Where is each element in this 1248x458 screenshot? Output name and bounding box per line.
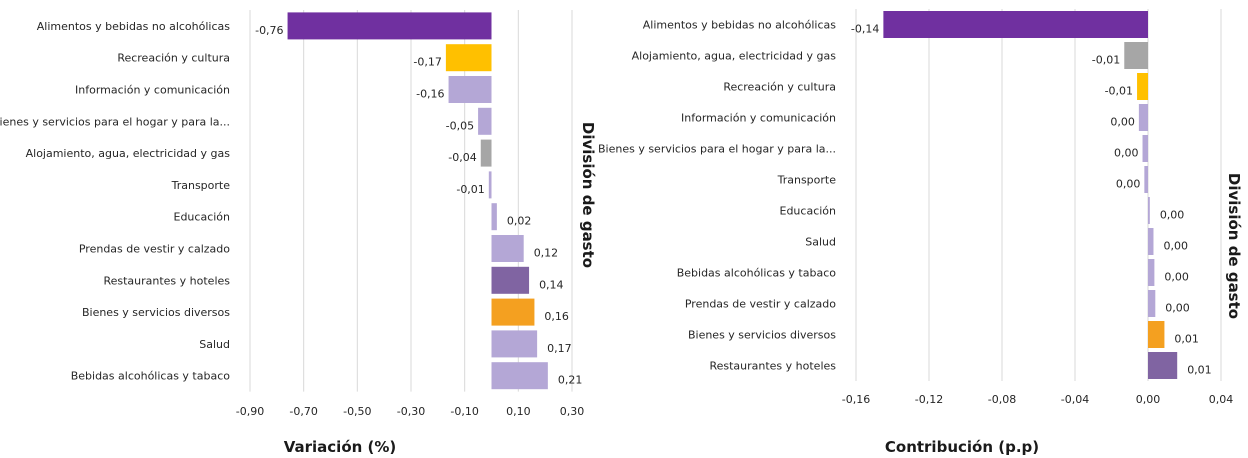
chart1-data-label: 0,16: [544, 310, 569, 323]
chart1-x-tick-label: -0,90: [236, 405, 264, 418]
chart2-data-label: 0,00: [1114, 147, 1139, 160]
chart1-category-label: Alimentos y bebidas no alcohólicas: [37, 20, 230, 33]
chart1-bar: [488, 171, 492, 199]
chart2-data-label: -0,01: [1105, 85, 1133, 98]
chart1-data-label: 0,02: [507, 215, 532, 228]
chart1-category-label: Salud: [199, 338, 230, 351]
chart1-category-label: Información y comunicación: [75, 84, 230, 97]
chart1-data-label: -0,17: [413, 56, 441, 69]
chart2-bar: [1148, 352, 1178, 379]
chart2-data-label: 0,00: [1116, 178, 1141, 191]
chart2-category-label: Bienes y servicios diversos: [688, 329, 836, 342]
chart2-category-label: Información y comunicación: [681, 112, 836, 125]
chart1-bar: [478, 107, 492, 135]
chart1-category-label: Bebidas alcohólicas y tabaco: [71, 370, 231, 383]
chart2-data-label: 0,00: [1165, 302, 1190, 315]
chart2-bar: [1142, 135, 1148, 162]
chart2-category-label: Transporte: [777, 174, 837, 187]
chart1-category-label: Educación: [174, 211, 231, 224]
chart1-category-label: Restaurantes y hoteles: [103, 274, 230, 287]
chart2-x-axis-title: Contribución (p.p): [885, 438, 1039, 456]
chart1-category-label: Bienes y servicios diversos: [82, 306, 230, 319]
chart1-data-label: -0,01: [456, 183, 484, 196]
chart2-data-label: 0,01: [1187, 364, 1212, 377]
chart2-bar: [1148, 197, 1150, 224]
chart2-x-tick-label: -0,08: [988, 393, 1016, 406]
chart2-category-label: Educación: [780, 205, 837, 218]
chart1-bar: [491, 203, 497, 231]
chart1-bar: [445, 44, 492, 72]
chart1-bar: [491, 330, 538, 358]
chart1-x-tick-label: 0,10: [506, 405, 531, 418]
chart1-x-tick-label: -0,10: [450, 405, 478, 418]
chart2-bar: [1148, 228, 1154, 255]
chart1-data-label: 0,17: [547, 342, 572, 355]
chart2-bar: [1148, 321, 1165, 348]
chart1-category-label: Bienes y servicios para el hogar y para …: [0, 115, 230, 128]
chart1-data-label: 0,12: [534, 247, 559, 260]
chart1-category-label: Recreación y cultura: [117, 52, 230, 65]
chart2-category-label: Bienes y servicios para el hogar y para …: [598, 143, 836, 156]
chart1-data-label: 0,21: [558, 374, 583, 387]
chart1-bar: [491, 362, 548, 390]
chart1-bar: [491, 266, 530, 294]
chart1-bar: [491, 235, 524, 262]
chart1-x-tick-label: -0,50: [343, 405, 371, 418]
chart2-x-tick-label: -0,04: [1061, 393, 1089, 406]
chart2-data-label: 0,00: [1160, 209, 1185, 222]
chart1-category-label: Prendas de vestir y calzado: [79, 243, 230, 256]
chart2-category-label: Salud: [805, 236, 836, 249]
chart2-category-label: Alojamiento, agua, electricidad y gas: [632, 50, 837, 63]
chart1-data-label: -0,04: [448, 151, 476, 164]
chart2-category-label: Restaurantes y hoteles: [709, 360, 836, 373]
chart2-category-label: Bebidas alcohólicas y tabaco: [677, 267, 837, 280]
chart2-data-label: -0,14: [851, 23, 879, 36]
chart2-bar: [1148, 259, 1155, 286]
chart2-bar: [1137, 73, 1148, 100]
chart2-y-axis-title: División de gasto: [1225, 173, 1243, 319]
chart1-x-tick-label: -0,70: [289, 405, 317, 418]
chart2-bar: [883, 11, 1148, 38]
chart1-bar: [480, 139, 492, 167]
chart2-category-label: Alimentos y bebidas no alcohólicas: [643, 19, 836, 32]
chart2-data-label: -0,01: [1092, 54, 1120, 67]
chart1-x-axis-title: Variación (%): [284, 438, 397, 456]
chart2-data-label: 0,00: [1163, 240, 1188, 253]
chart2-bar: [1148, 290, 1156, 317]
chart2-x-tick-label: 0,04: [1209, 393, 1234, 406]
chart1-bar: [287, 12, 492, 40]
chart1-bar: [448, 76, 492, 103]
chart2-x-tick-label: -0,16: [842, 393, 870, 406]
chart1-data-label: -0,05: [446, 119, 474, 132]
chart2-bar: [1144, 166, 1148, 193]
chart1-data-label: -0,16: [416, 88, 444, 101]
chart1-x-tick-label: -0,30: [397, 405, 425, 418]
chart2-bar: [1124, 42, 1148, 69]
chart2-data-label: 0,00: [1110, 116, 1135, 129]
chart1-data-label: -0,76: [255, 24, 283, 37]
chart1-category-label: Alojamiento, agua, electricidad y gas: [26, 147, 231, 160]
chart2-category-label: Prendas de vestir y calzado: [685, 298, 836, 311]
chart2-data-label: 0,01: [1174, 333, 1199, 346]
chart2-data-label: 0,00: [1164, 271, 1189, 284]
chart1-category-label: Transporte: [171, 179, 231, 192]
chart2-x-tick-label: -0,12: [915, 393, 943, 406]
chart1-y-axis-title: División de gasto: [579, 122, 597, 268]
chart2-bar: [1138, 104, 1148, 131]
chart2-x-tick-label: 0,00: [1136, 393, 1161, 406]
chart1-bar: [491, 298, 535, 326]
chart1-x-tick-label: 0,30: [560, 405, 585, 418]
chart2-category-label: Recreación y cultura: [723, 81, 836, 94]
chart1-data-label: 0,14: [539, 278, 564, 291]
